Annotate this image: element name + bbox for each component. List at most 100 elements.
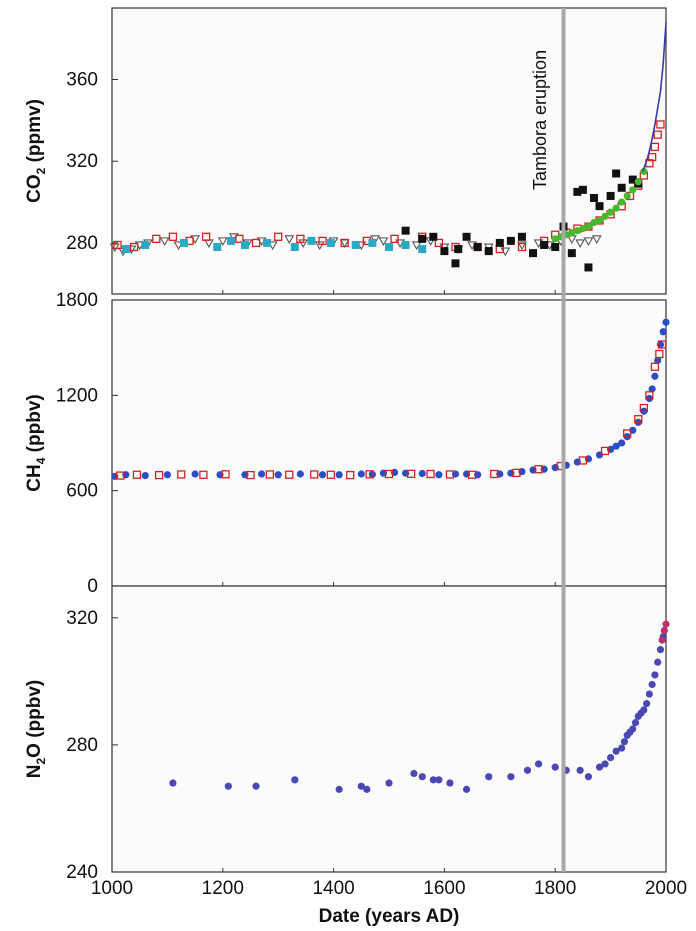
co2-series-1-point — [168, 232, 178, 241]
co2-series-2-point — [307, 236, 316, 245]
x-tick-label: 1600 — [423, 878, 465, 899]
n2o-ytick-label: 280 — [66, 735, 98, 756]
ch4-series-1-point — [650, 362, 660, 371]
ch4-series-1-point — [578, 456, 588, 465]
co2-series-4-point — [618, 198, 626, 206]
n2o-series-0-point — [418, 773, 426, 781]
n2o-series-0-point — [534, 760, 543, 768]
n2o-ytick-label: 240 — [66, 862, 98, 883]
co2-series-2-point — [121, 245, 130, 254]
co2-series-3-point — [473, 243, 482, 252]
co2-series-4-point — [607, 208, 615, 216]
n2o-series-0-point — [612, 747, 620, 755]
ch4-series-1-point — [116, 471, 125, 480]
n2o-series-0-point — [224, 782, 232, 790]
co2-series-4-point — [573, 227, 581, 235]
ch4-series-1-point — [600, 446, 610, 456]
n2o-series-0-point — [435, 776, 443, 784]
co2-series-4-point — [584, 222, 593, 231]
n2o-series-0-point — [429, 776, 437, 784]
co2-series-4-point — [551, 235, 559, 243]
co2-series-0-point — [298, 239, 309, 249]
ch4-series-1-point — [512, 468, 521, 478]
n2o-series-0-point — [618, 744, 626, 752]
ch4-series-0-point — [257, 470, 266, 478]
ch4-series-1-point — [657, 340, 667, 349]
ch4-series-0-point — [659, 328, 667, 336]
co2-series-3-point — [529, 249, 538, 258]
co2-series-3-point — [606, 191, 615, 200]
co2-series-0-point — [591, 235, 602, 244]
co2-series-1-point — [517, 242, 527, 252]
co2-series-2-point — [351, 240, 360, 249]
co2-series-3-point — [573, 187, 582, 196]
ch4-series-1-point — [326, 470, 335, 479]
ch4-series-1-point — [310, 470, 319, 479]
ch4-series-1-point — [265, 470, 275, 479]
n2o-series-1-point — [662, 620, 670, 628]
co2-series-3-point — [567, 249, 576, 258]
ch4-series-1-point — [639, 403, 648, 413]
co2-series-4-point — [579, 225, 587, 233]
ch4-series-0-point — [274, 471, 282, 479]
x-tick-label: 1800 — [534, 878, 576, 899]
co2-series-1-point — [650, 142, 660, 152]
co2-series-3-point — [454, 245, 463, 254]
ch4-series-1-point — [285, 470, 294, 479]
co2-ytick-label: 360 — [66, 70, 98, 91]
n2o-series-0-point — [595, 763, 604, 771]
co2-series-3-point — [617, 183, 626, 192]
co2-series-2-point — [290, 243, 299, 252]
ch4-ytick-label: 0 — [87, 576, 98, 597]
co2-series-3-point — [440, 247, 449, 256]
n2o-series-0-point — [651, 671, 659, 679]
n2o-series-0-point — [462, 785, 471, 793]
n2o-panel-frame — [111, 585, 667, 873]
co2-series-0-point — [284, 235, 295, 244]
co2-series-3-point — [484, 247, 493, 256]
x-tick-label: 1400 — [312, 878, 354, 899]
co2-series-1-point — [434, 238, 444, 248]
co2-series-3-point — [589, 193, 598, 202]
co2-series-3-point — [495, 238, 504, 247]
tambora-annotation: Tambora eruption — [530, 50, 550, 190]
ch4-panel-frame — [111, 299, 667, 587]
ch4-series-0-point — [418, 469, 426, 478]
ch4-series-1-point — [132, 470, 142, 479]
x-tick-label: 1000 — [91, 878, 133, 899]
co2-series-0-point — [378, 237, 389, 246]
co2-series-2-point — [418, 245, 427, 254]
n2o-series-0-point — [607, 754, 615, 762]
n2o-series-0-point — [629, 725, 637, 733]
co2-series-2-point — [240, 240, 249, 249]
co2-series-1-point — [340, 238, 349, 248]
ch4-series-0-point — [296, 470, 304, 478]
n2o-ytick-label: 320 — [66, 608, 98, 629]
n2o-series-0-point — [576, 766, 584, 774]
n2o-series-0-point — [385, 779, 393, 787]
co2-series-3-point — [506, 236, 515, 245]
ch4-series-1-point — [655, 349, 664, 359]
co2-series-3-point — [628, 175, 637, 184]
ch4-series-0-point — [648, 385, 656, 393]
co2-series-2-point — [227, 236, 236, 245]
co2-series-4-point — [640, 167, 648, 176]
n2o-series-0-point — [291, 776, 299, 784]
n2o-series-0-point — [643, 699, 651, 708]
n2o-series-0-point — [645, 690, 653, 698]
ch4-series-0-point — [191, 470, 199, 478]
co2-series-3-point — [595, 202, 604, 211]
ch4-series-0-point — [612, 442, 620, 450]
co2-series-0-point — [109, 243, 120, 253]
ch4-series-1-point — [199, 470, 208, 479]
co2-series-4-point — [629, 186, 637, 194]
n2o-ylabel: N2O (ppbv) — [24, 680, 48, 779]
co2-series-1-point — [274, 232, 283, 241]
ch4-series-0-point — [656, 340, 665, 349]
n2o-series-0-point — [485, 773, 493, 781]
ch4-series-1-point — [534, 465, 543, 474]
co2-series-2-point — [326, 238, 335, 247]
ch4-series-1-point — [384, 469, 394, 479]
co2-series-2-point — [401, 240, 410, 249]
co2-series-3-point — [540, 240, 549, 249]
